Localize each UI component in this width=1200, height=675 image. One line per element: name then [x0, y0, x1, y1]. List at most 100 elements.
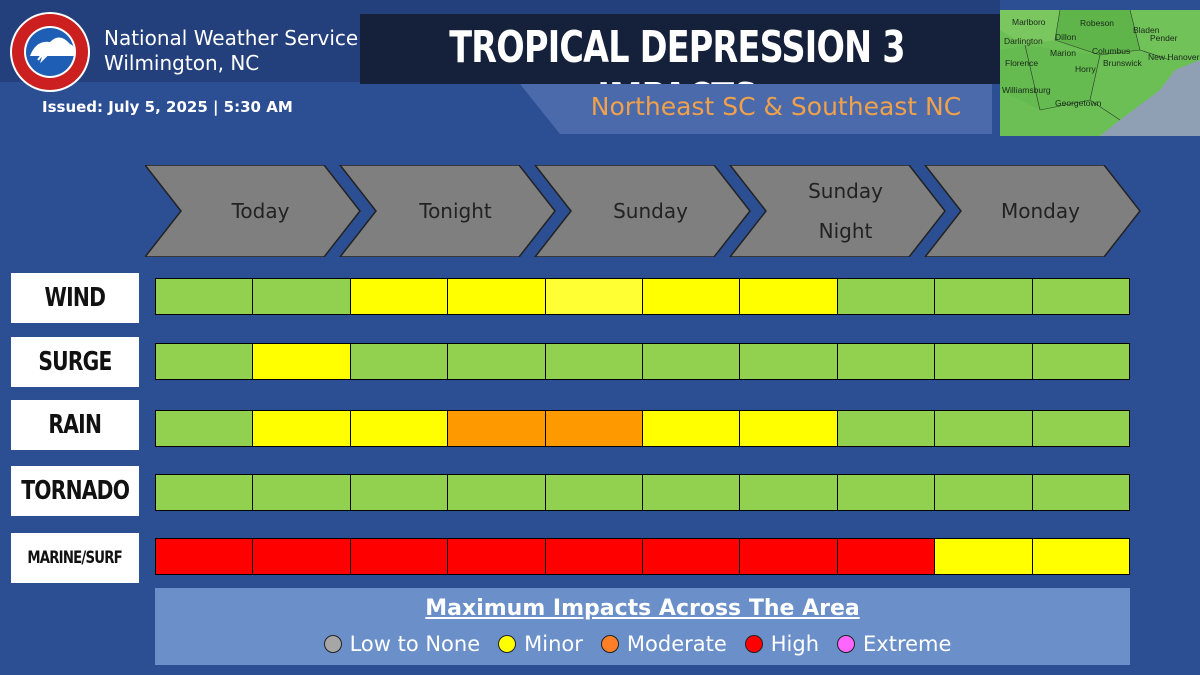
- impact-cell: [643, 411, 741, 446]
- map-label: Dillon: [1055, 32, 1077, 42]
- legend-item: Low to None: [323, 632, 491, 656]
- period-line-2: Night: [818, 219, 873, 243]
- impact-cell: [448, 539, 546, 574]
- map-label: Georgetown: [1055, 98, 1102, 108]
- map-label: Brunswick: [1103, 58, 1142, 68]
- timeline-period-label: Monday: [961, 165, 1120, 257]
- impact-cell: [740, 475, 838, 510]
- impact-cell: [448, 344, 546, 379]
- legend-dot-icon: [323, 635, 342, 653]
- map-label: Florence: [1005, 58, 1039, 68]
- timeline-chevron: [339, 165, 556, 257]
- timeline-chevrons: [145, 165, 1141, 257]
- impact-cell: [1032, 411, 1130, 446]
- timeline-chevron: [729, 165, 946, 257]
- hazard-timeline: [155, 538, 1130, 575]
- impact-cell: [1032, 279, 1130, 314]
- hazard-label: SURGE: [11, 337, 139, 387]
- impact-cell: [837, 539, 936, 574]
- legend-label: Moderate: [626, 632, 727, 656]
- impact-cell: [1032, 344, 1130, 379]
- impact-cell: [1032, 539, 1130, 574]
- hazard-label: WIND: [11, 273, 139, 323]
- impact-cell: [350, 475, 449, 510]
- map-label: New Hanover: [1148, 52, 1200, 62]
- legend-item: Extreme: [837, 632, 961, 656]
- legend-item: Moderate: [600, 632, 737, 656]
- impact-cell: [156, 344, 254, 379]
- legend-dot-icon: [837, 635, 856, 653]
- area-map-image: [1000, 10, 1200, 136]
- impact-cell: [740, 539, 838, 574]
- impact-cell: [643, 475, 741, 510]
- legend-label: Extreme: [863, 632, 952, 656]
- impact-cell: [156, 411, 254, 446]
- impact-cell: [350, 279, 449, 314]
- period-line-1: Sunday: [808, 179, 883, 203]
- impact-cell: [545, 539, 644, 574]
- impact-cell: [448, 279, 546, 314]
- legend-label: Low to None: [349, 632, 481, 656]
- timeline-chevron: [534, 165, 751, 257]
- legend-item: High: [744, 632, 829, 656]
- period-line-1: Sunday: [613, 199, 688, 223]
- impact-cell: [350, 539, 449, 574]
- impact-cell: [253, 539, 351, 574]
- impact-cell: [156, 279, 254, 314]
- legend-title: Maximum Impacts Across The Area: [425, 596, 860, 621]
- impact-cell: [448, 475, 546, 510]
- map-label: Marlboro: [1012, 17, 1046, 27]
- office-name: National Weather Service Wilmington, NC: [104, 26, 358, 76]
- hazard-label-text: WIND: [44, 283, 106, 313]
- impact-cell: [935, 279, 1033, 314]
- hazard-label-text: TORNADO: [21, 476, 130, 506]
- timeline-period-label: Today: [181, 165, 340, 257]
- period-line-1: Today: [231, 199, 290, 223]
- hazard-label: RAIN: [11, 400, 139, 450]
- hazard-label: MARINE/SURF: [11, 533, 139, 583]
- impact-cell: [837, 411, 936, 446]
- legend-items: Low to None Minor Moderate High Extreme: [155, 632, 1130, 656]
- map-label: Marion: [1050, 48, 1076, 58]
- impact-cell: [935, 475, 1033, 510]
- impact-cell: [643, 279, 741, 314]
- nws-logo-icon: [10, 12, 90, 92]
- timeline-chevron: [145, 165, 361, 257]
- map-label: Darlington: [1004, 36, 1043, 46]
- subtitle-box-tab: [520, 84, 560, 134]
- hazard-timeline: [155, 410, 1130, 447]
- issued-timestamp: Issued: July 5, 2025 | 5:30 AM: [42, 98, 293, 116]
- legend-item: Minor: [498, 632, 593, 656]
- subtitle-box: [560, 84, 992, 134]
- legend-dot-icon: [744, 635, 763, 653]
- impact-cell: [837, 475, 936, 510]
- impact-cell: [935, 539, 1033, 574]
- office-line-2: Wilmington, NC: [104, 51, 260, 75]
- impact-cell: [545, 344, 644, 379]
- hazard-label-text: MARINE/SURF: [27, 548, 123, 568]
- impact-cell: [740, 344, 838, 379]
- legend-dot-icon: [498, 635, 517, 653]
- period-line-1: Tonight: [419, 199, 492, 223]
- impact-cell: [253, 279, 351, 314]
- legend-label: High: [770, 632, 820, 656]
- map-label: Williamsburg: [1002, 85, 1051, 95]
- hazard-timeline: [155, 474, 1130, 511]
- region-subtitle: Northeast SC & Southeast NC: [590, 92, 962, 121]
- impact-cell: [935, 344, 1033, 379]
- title-box: [360, 14, 1000, 84]
- hazard-timeline: [155, 343, 1130, 380]
- period-line-1: Monday: [1001, 199, 1080, 223]
- impact-cell: [156, 475, 254, 510]
- impact-cell: [253, 344, 351, 379]
- hazard-label: TORNADO: [11, 466, 139, 516]
- legend: Maximum Impacts Across The Area Low to N…: [155, 588, 1130, 665]
- area-map: Marlboro Robeson Bladen Pender Darlington Dil…: [1000, 10, 1200, 136]
- impact-cell: [545, 475, 644, 510]
- impact-cell: [837, 344, 936, 379]
- impact-cell: [253, 475, 351, 510]
- map-label: Pender: [1150, 33, 1178, 43]
- impact-cell: [448, 411, 546, 446]
- office-line-1: National Weather Service: [104, 26, 359, 50]
- impact-cell: [643, 344, 741, 379]
